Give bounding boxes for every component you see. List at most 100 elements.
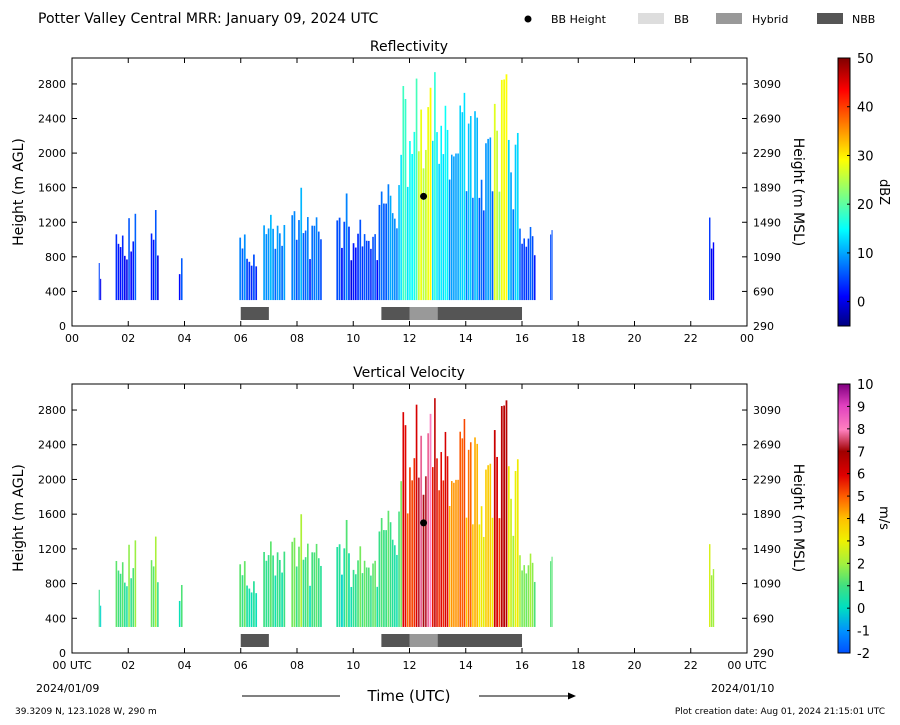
echo-stripe: [507, 139, 510, 301]
echo-column: [302, 217, 322, 301]
echo-stripe: [370, 248, 372, 301]
echo-stripe: [341, 247, 343, 301]
echo-stripe: [446, 456, 449, 627]
echo-stripe: [450, 154, 453, 301]
echo-column: [239, 234, 258, 301]
echo-stripe: [338, 544, 341, 627]
echo-stripe: [302, 559, 305, 627]
echo-stripe: [427, 107, 430, 301]
echo-stripe: [132, 568, 135, 627]
echo-stripe: [516, 132, 519, 301]
echo-column: [448, 419, 474, 627]
x-tick-label: 20: [628, 332, 642, 345]
echo-stripe: [531, 562, 534, 627]
echo-column: [115, 213, 137, 301]
echo-stripe: [411, 153, 413, 301]
echo-stripe: [519, 228, 521, 301]
echo-stripe: [128, 544, 130, 627]
bb-type-segment-nbb: [240, 634, 269, 647]
y-tick-label: 0: [59, 320, 66, 333]
x-tick-label: 04: [178, 659, 192, 672]
echo-stripe: [467, 449, 470, 627]
y-tick-label: 1600: [38, 182, 66, 195]
echo-stripe: [400, 154, 402, 301]
echo-stripe: [387, 510, 390, 627]
echo-stripe: [376, 586, 379, 627]
colorbar-tick-label: 50: [857, 52, 874, 67]
echo-stripe: [279, 559, 281, 627]
echo-stripe: [480, 506, 483, 627]
echo-stripe: [406, 186, 409, 301]
echo-column: [291, 514, 303, 627]
x-tick-label: 22: [684, 332, 698, 345]
echo-stripe: [404, 99, 407, 301]
reflectivity-panel: Reflectivity 00 02 04 06 08 10 12 14 16 18 20 22 000…: [11, 39, 891, 345]
echo-stripe: [255, 266, 258, 301]
echo-stripe: [274, 248, 277, 301]
echo-stripe: [523, 565, 525, 627]
echo-stripe: [514, 144, 517, 301]
y-tick-label: 1200: [38, 543, 66, 556]
velocity-ylabel: Height (m AGL): [11, 464, 27, 572]
echo-stripe: [317, 558, 320, 627]
echo-stripe: [432, 140, 434, 301]
echo-stripe: [100, 278, 102, 301]
x-tick-label: 22: [684, 659, 698, 672]
echo-stripe: [317, 231, 320, 301]
x-tick-label: 16: [515, 332, 529, 345]
echo-stripe: [293, 211, 296, 301]
echo-stripe: [378, 204, 381, 301]
echo-stripe: [370, 575, 372, 627]
echo-stripe: [525, 573, 528, 627]
colorbar-tick-label: -1: [857, 625, 870, 640]
echo-stripe: [154, 536, 157, 627]
echo-stripe: [134, 213, 137, 301]
echo-stripe: [291, 215, 294, 301]
echo-stripe: [124, 582, 126, 627]
bb-type-segment-nbb: [437, 307, 523, 320]
echo-stripe: [348, 553, 350, 627]
echo-stripe: [385, 203, 387, 301]
echo-column: [402, 78, 418, 301]
echo-stripe: [485, 143, 487, 301]
echo-stripe: [448, 179, 451, 301]
reflectivity-colorbar: 0 10 20 30 40 50: [837, 52, 874, 327]
station-location: 39.3209 N, 123.1028 W, 290 m: [15, 707, 157, 717]
x-tick-label: 10: [346, 332, 360, 345]
echo-stripe: [281, 245, 283, 301]
echo-stripe: [365, 567, 368, 627]
bb-type-segment-hybrid: [409, 307, 438, 320]
plot-creation-date: Plot creation date: Aug 01, 2024 21:15:0…: [675, 707, 885, 717]
legend-bb-label: BB: [674, 13, 689, 26]
echo-stripe: [117, 570, 120, 627]
echo-stripe: [380, 191, 383, 301]
echo-stripe: [438, 163, 440, 301]
echo-stripe: [442, 480, 445, 627]
echo-stripe: [309, 259, 311, 301]
echo-column: [361, 234, 379, 301]
echo-stripe: [374, 560, 376, 627]
echo-stripe: [415, 404, 418, 627]
y-tick-label: 400: [45, 612, 66, 625]
echo-stripe: [427, 433, 430, 627]
echo-stripe: [493, 430, 496, 627]
echo-stripe: [402, 412, 405, 627]
colorbar-tick-label: 30: [857, 149, 874, 164]
echo-stripe: [450, 481, 453, 627]
echo-stripe: [550, 561, 552, 627]
y-tick-label-right: 2690: [753, 439, 781, 452]
echo-stripe: [361, 573, 364, 627]
x-tick-label: 00 UTC: [52, 659, 92, 672]
velocity-title: Vertical Velocity: [353, 365, 465, 381]
echo-stripe: [241, 248, 244, 301]
echo-stripe: [350, 260, 353, 301]
echo-stripe: [444, 105, 447, 301]
echo-stripe: [498, 518, 501, 627]
echo-stripe: [505, 74, 508, 301]
echo-stripe: [154, 210, 157, 301]
echo-stripe: [529, 226, 532, 301]
y-tick-label: 800: [45, 578, 66, 591]
echo-stripe: [434, 398, 436, 627]
legend-bb-height-marker: [524, 15, 532, 23]
echo-stripe: [132, 241, 135, 301]
